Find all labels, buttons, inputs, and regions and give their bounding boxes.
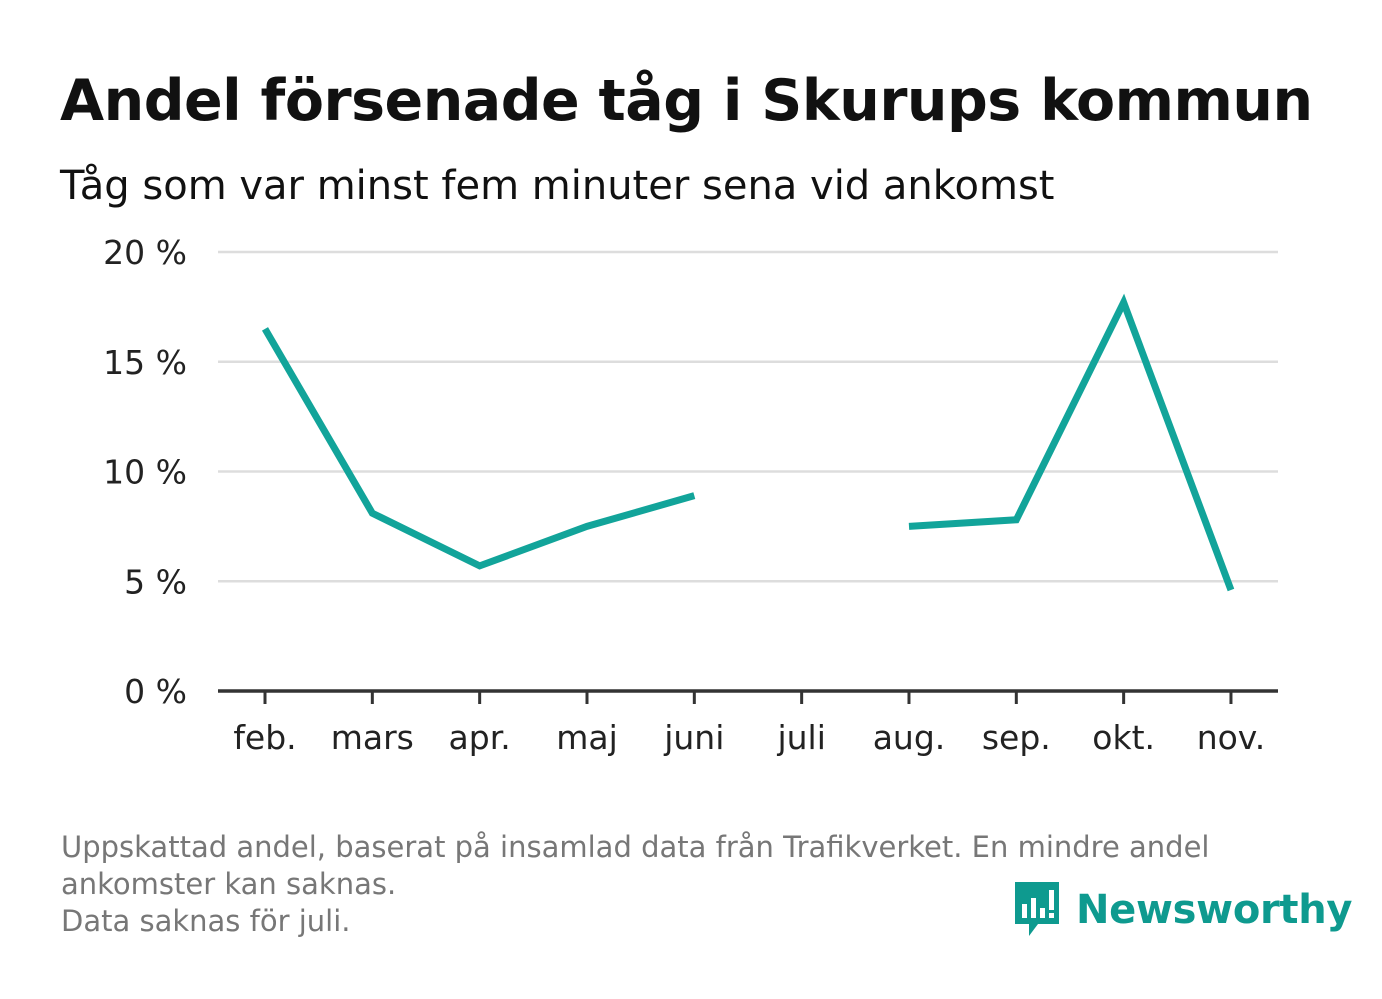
- y-tick-label: 10 %: [103, 453, 187, 492]
- missing-data-note: Data saknas för juli.: [61, 904, 351, 938]
- x-tick-label: juli: [776, 718, 825, 757]
- series-line-segment: [261, 327, 696, 570]
- brand-logo: Newsworthy: [1012, 878, 1353, 942]
- x-tick-label: nov.: [1197, 718, 1266, 757]
- x-tick-label: feb.: [233, 718, 296, 757]
- brand-name: Newsworthy: [1076, 887, 1353, 933]
- y-tick-label: 20 %: [103, 233, 187, 272]
- source-note-line: Uppskattad andel, baserat på insamlad da…: [61, 830, 1210, 864]
- source-note: Uppskattad andel, baserat på insamlad da…: [61, 829, 1331, 940]
- x-tick-label: apr.: [449, 718, 511, 757]
- x-tick-label: sep.: [982, 718, 1051, 757]
- x-tick-label: maj: [556, 718, 618, 757]
- line-chart: 0 % 5 % 10 % 15 % 20 % feb. mars apr. maj juni jul…: [103, 233, 1278, 757]
- source-note-line: ankomster kan saknas.: [61, 867, 397, 901]
- y-tick-label: 15 %: [103, 343, 187, 382]
- y-tick-label: 0 %: [124, 672, 187, 711]
- x-tick-label: aug.: [873, 718, 946, 757]
- y-tick-label: 5 %: [124, 562, 187, 601]
- x-tick-label: mars: [331, 718, 414, 757]
- x-tick-label: okt.: [1092, 718, 1155, 757]
- series-line-segment: [908, 293, 1235, 592]
- chart-title: Andel försenade tåg i Skurups kommun: [60, 68, 1313, 134]
- chart-subtitle: Tåg som var minst fem minuter sena vid a…: [60, 163, 1055, 209]
- newsworthy-logo-icon: [1015, 882, 1059, 936]
- x-tick-label: juni: [663, 718, 724, 757]
